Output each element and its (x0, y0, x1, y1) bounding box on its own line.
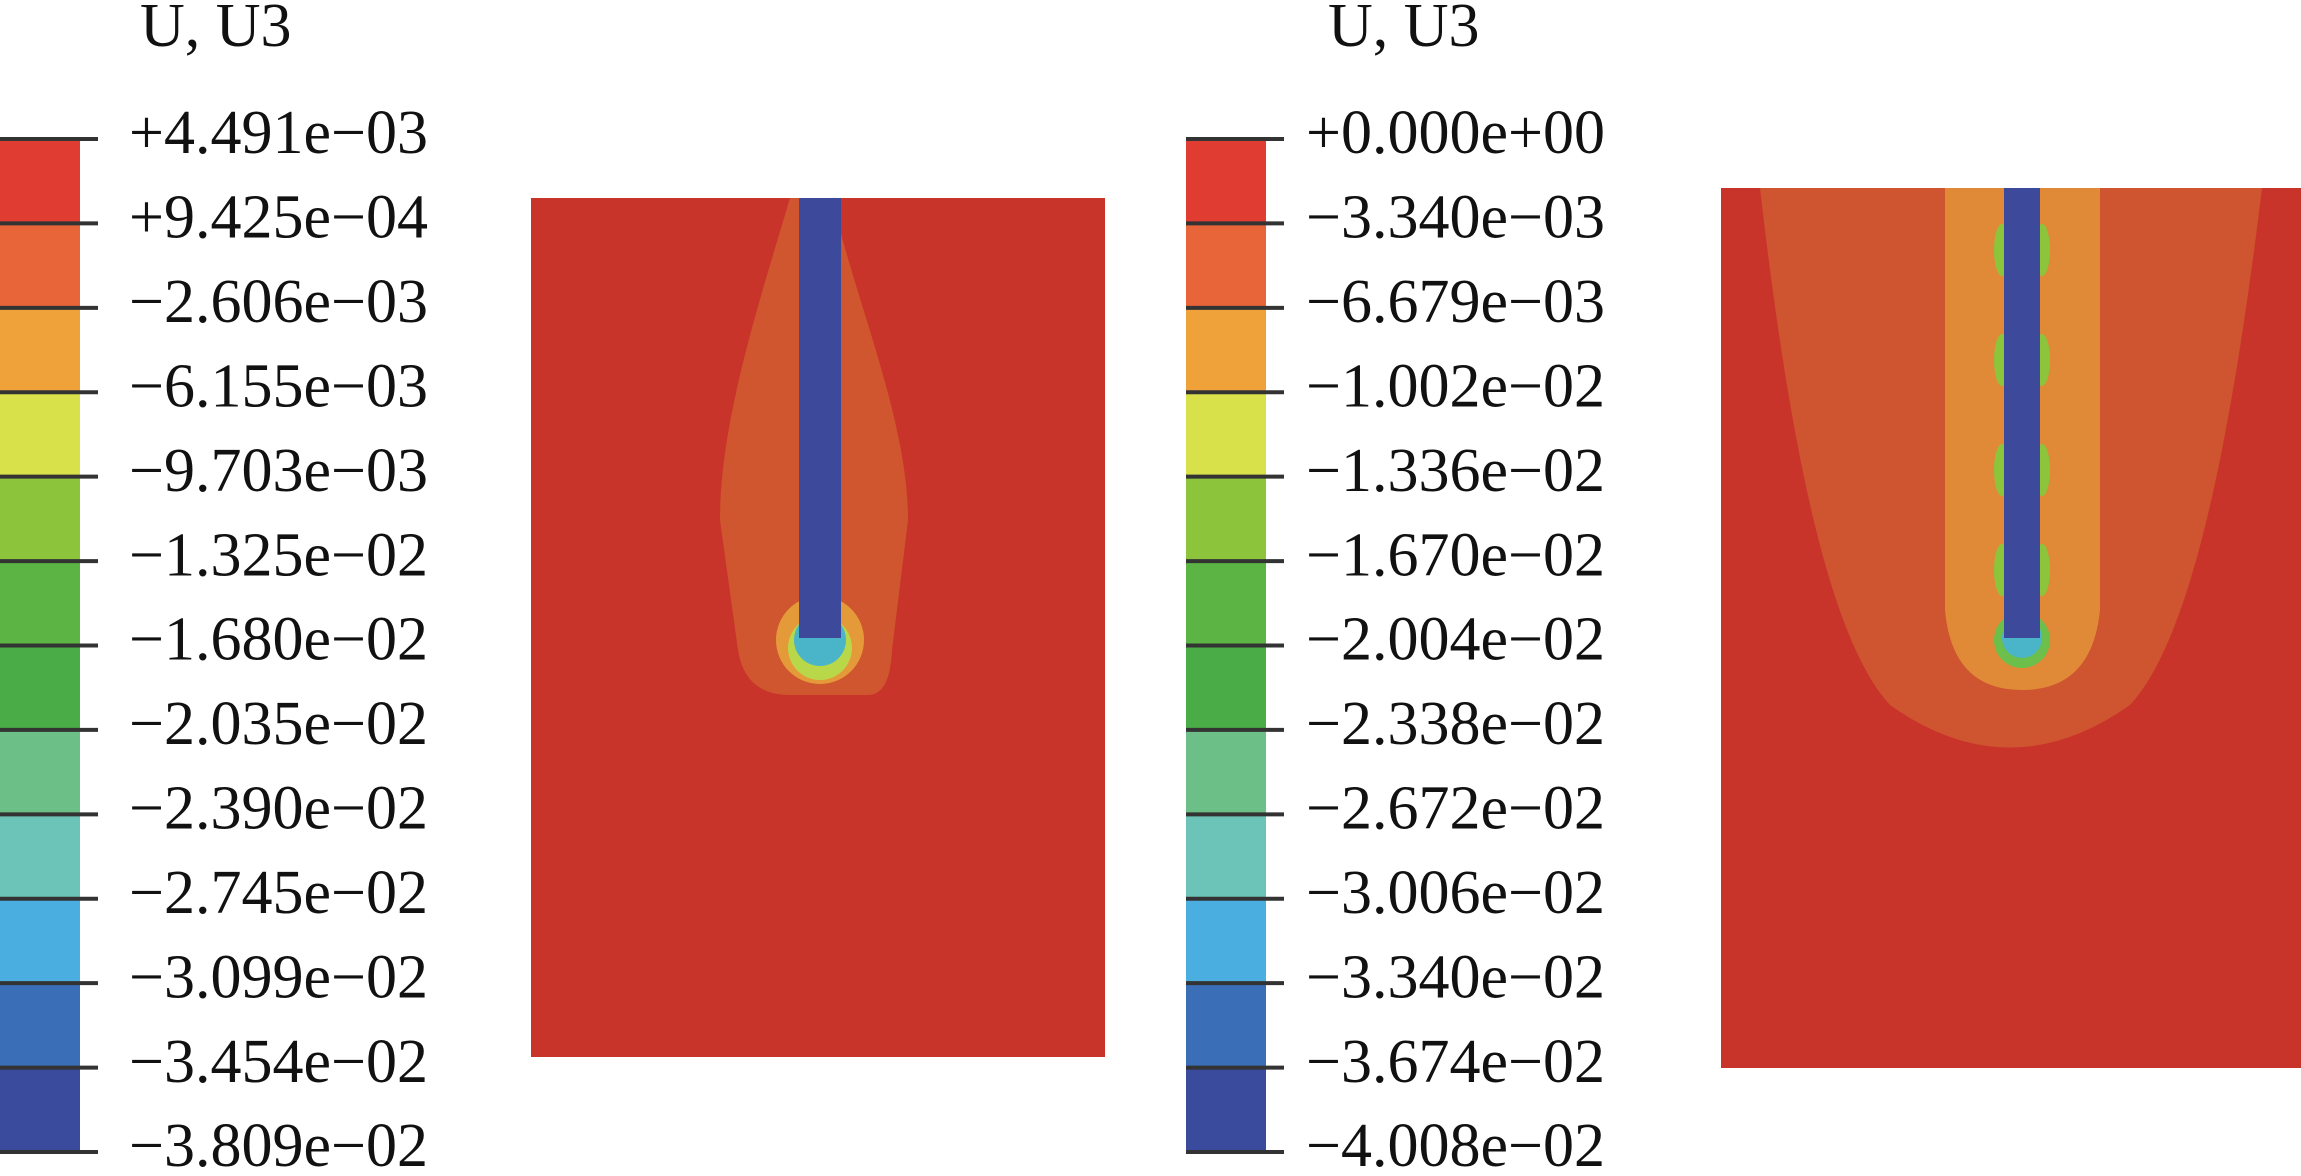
legend-band (1186, 729, 1266, 815)
legend-label: +0.000e+00 (1306, 99, 1605, 167)
legend-label: −3.006e−02 (1306, 859, 1605, 927)
legend-label: −2.745e−02 (129, 859, 428, 927)
legend-label: −2.035e−02 (129, 690, 428, 758)
legend-label: −6.679e−03 (1306, 268, 1605, 336)
legend-band (0, 898, 80, 984)
legend-band (0, 476, 80, 562)
legend-band (0, 814, 80, 899)
legend-band (1186, 645, 1266, 730)
legend-band (1186, 307, 1266, 393)
legend-title: U, U3 (1328, 0, 1480, 60)
legend-band (1186, 139, 1266, 224)
legend-label: −3.340e−03 (1306, 184, 1605, 252)
legend-band (0, 307, 80, 393)
legend-band (0, 392, 80, 477)
legend-label: −2.338e−02 (1306, 690, 1605, 758)
legend-band (1186, 1067, 1266, 1152)
legend-band (0, 561, 80, 646)
legend-band (0, 645, 80, 730)
legend-label: −4.008e−02 (1306, 1112, 1605, 1176)
legend-label: −3.099e−02 (129, 943, 428, 1011)
legend-label: −1.680e−02 (129, 606, 428, 674)
legend-label: −2.390e−02 (129, 775, 428, 843)
legend-band (1186, 223, 1266, 308)
contour-right (1721, 188, 2301, 1068)
legend-label: −6.155e−03 (129, 352, 428, 420)
legend-label: −3.674e−02 (1306, 1028, 1605, 1096)
pile (799, 198, 841, 638)
legend-band (1186, 983, 1266, 1068)
legend-band (1186, 392, 1266, 477)
legend-band (0, 729, 80, 815)
legend-band (1186, 814, 1266, 899)
legend-label: +9.425e−04 (129, 184, 428, 252)
legend-title: U, U3 (140, 0, 292, 60)
contour-left (531, 198, 1105, 1057)
legend-label: −3.454e−02 (129, 1028, 428, 1096)
legend-label: +4.491e−03 (129, 99, 428, 167)
legend-label: −3.340e−02 (1306, 943, 1605, 1011)
legend-band (0, 1067, 80, 1152)
legend-label: −1.325e−02 (129, 521, 428, 589)
legend-band (1186, 898, 1266, 984)
legend-band (0, 223, 80, 308)
legend-label: −3.809e−02 (129, 1112, 428, 1176)
pile (2004, 188, 2040, 638)
legend-band (0, 139, 80, 224)
legend-label: −1.336e−02 (1306, 437, 1605, 505)
legend-band (1186, 476, 1266, 562)
legend-label: −9.703e−03 (129, 437, 428, 505)
legend-label: −2.004e−02 (1306, 606, 1605, 674)
legend-label: −1.670e−02 (1306, 521, 1605, 589)
legend-label: −2.606e−03 (129, 268, 428, 336)
legends: U, U3 +4.491e−03 +9.425e−04 −2.606e−03 −6.15… (0, 0, 1605, 1176)
legend-band (0, 983, 80, 1068)
legend-label: −2.672e−02 (1306, 775, 1605, 843)
legend-band (1186, 561, 1266, 646)
legend-label: −1.002e−02 (1306, 352, 1605, 420)
